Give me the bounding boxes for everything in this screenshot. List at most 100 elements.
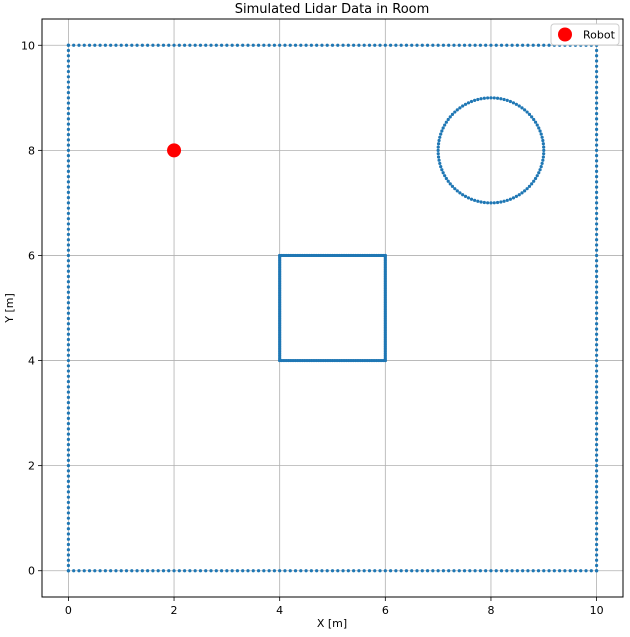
wall-point (594, 437, 599, 441)
wall-point (66, 400, 71, 405)
wall-point (594, 537, 599, 541)
wall-point (66, 458, 71, 462)
wall-point (484, 43, 488, 47)
wall-point (594, 453, 599, 457)
wall-point (66, 306, 71, 310)
circle-obstacle-point (541, 142, 545, 146)
wall-point (66, 490, 71, 494)
wall-point (66, 358, 71, 363)
wall-point (594, 253, 599, 258)
wall-point (594, 201, 599, 205)
wall-point (66, 390, 71, 394)
wall-point (579, 569, 583, 573)
wall-point (66, 558, 71, 562)
circle-obstacle-point (495, 200, 500, 205)
wall-point (66, 448, 71, 452)
box-obstacle-point (383, 253, 387, 258)
wall-point (256, 569, 261, 573)
wall-point (66, 54, 71, 58)
wall-point (399, 43, 403, 47)
circle-obstacle-point (539, 165, 543, 169)
wall-point (66, 416, 71, 420)
wall-point (66, 143, 71, 147)
wall-point (594, 395, 599, 399)
wall-point (66, 563, 71, 568)
wall-point (594, 59, 599, 63)
wall-point (320, 43, 324, 47)
circle-obstacle-point (440, 129, 444, 133)
wall-point (468, 569, 472, 573)
wall-point (167, 569, 171, 573)
wall-point (594, 322, 599, 326)
wall-point (66, 222, 71, 226)
wall-point (362, 569, 366, 573)
x-tick-label: 8 (487, 604, 494, 617)
wall-point (499, 569, 504, 573)
wall-point (161, 569, 166, 573)
wall-point (594, 400, 599, 405)
wall-point (594, 122, 599, 126)
wall-point (177, 43, 181, 47)
wall-point (66, 437, 71, 441)
wall-point (594, 48, 599, 53)
wall-point (103, 569, 107, 573)
circle-obstacle-point (450, 184, 455, 188)
circle-obstacle-point (441, 126, 445, 130)
wall-point (262, 43, 266, 47)
circle-obstacle-point (486, 96, 490, 100)
circle-obstacle-point (527, 112, 532, 116)
wall-point (594, 548, 599, 552)
wall-point (177, 569, 181, 573)
y-tick-label: 6 (28, 249, 35, 262)
wall-point (594, 295, 599, 300)
wall-point (594, 500, 599, 505)
wall-point (66, 495, 71, 499)
wall-point (594, 301, 599, 305)
wall-point (431, 569, 435, 573)
wall-point (66, 485, 71, 489)
circle-obstacle-point (469, 197, 474, 201)
wall-point (246, 43, 250, 47)
wall-point (594, 448, 599, 452)
circle-obstacle-point (538, 129, 542, 133)
wall-point (66, 295, 71, 300)
wall-point (140, 43, 144, 47)
wall-point (594, 206, 599, 210)
wall-point (66, 537, 71, 541)
wall-point (156, 569, 160, 573)
wall-point (66, 148, 71, 152)
wall-point (594, 479, 599, 483)
wall-point (594, 274, 599, 279)
wall-point (66, 101, 71, 105)
circle-obstacle-point (530, 115, 534, 119)
wall-point (66, 453, 71, 457)
wall-point (66, 411, 71, 415)
wall-point (109, 43, 113, 47)
wall-point (594, 374, 599, 378)
wall-point (478, 569, 482, 573)
circle-obstacle-point (517, 193, 521, 197)
wall-point (542, 43, 546, 47)
wall-point (235, 569, 240, 573)
wall-point (594, 427, 599, 431)
wall-point (594, 217, 599, 221)
circle-obstacle-point (505, 98, 509, 102)
wall-point (66, 90, 71, 95)
wall-point (66, 353, 71, 357)
wall-point (66, 369, 71, 373)
wall-point (594, 106, 599, 110)
wall-point (521, 569, 525, 573)
wall-point (66, 180, 71, 184)
wall-point (594, 190, 599, 194)
wall-point (420, 569, 424, 573)
wall-point (151, 569, 155, 573)
wall-point (66, 311, 71, 315)
wall-point (589, 569, 593, 573)
wall-point (457, 569, 461, 573)
circle-obstacle-point (437, 158, 441, 162)
wall-point (341, 43, 345, 47)
wall-point (457, 43, 461, 47)
wall-point (521, 43, 525, 47)
circle-obstacle-point (444, 120, 448, 124)
wall-point (462, 569, 467, 573)
